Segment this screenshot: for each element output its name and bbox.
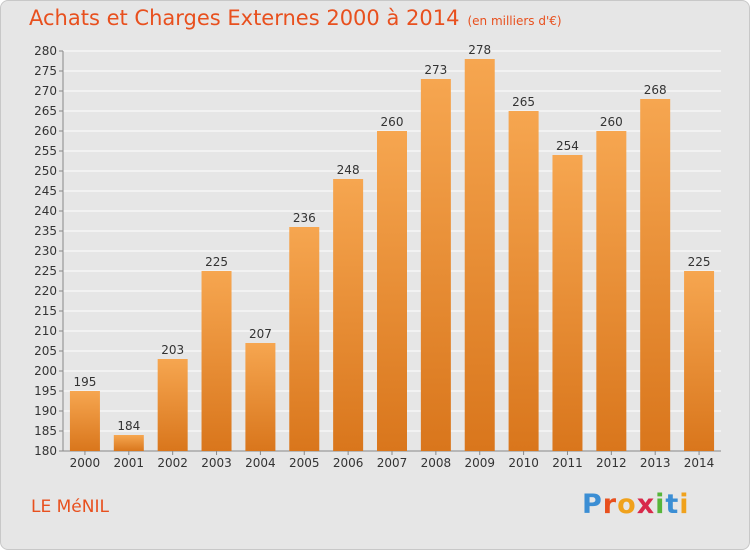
bar bbox=[289, 227, 320, 451]
title-text: Achats et Charges Externes 2000 à 2014 bbox=[29, 6, 460, 30]
location-label: LE MéNIL bbox=[31, 497, 109, 517]
bar bbox=[157, 359, 188, 451]
y-tick-label: 255 bbox=[34, 144, 57, 158]
bar bbox=[113, 435, 144, 451]
bar bbox=[69, 391, 100, 451]
bar bbox=[333, 179, 364, 451]
y-tick-label: 250 bbox=[34, 164, 57, 178]
y-tick-label: 185 bbox=[34, 424, 57, 438]
y-tick-label: 225 bbox=[34, 264, 57, 278]
logo-letter: x bbox=[636, 489, 656, 520]
bars bbox=[69, 59, 715, 451]
logo-letter: i bbox=[655, 489, 666, 520]
x-tick-label: 2013 bbox=[640, 456, 671, 470]
y-tick-label: 245 bbox=[34, 184, 57, 198]
y-tick-label: 215 bbox=[34, 304, 57, 318]
bar bbox=[201, 271, 232, 451]
x-tick-label: 2005 bbox=[289, 456, 320, 470]
bar-value-label: 265 bbox=[512, 95, 535, 109]
x-tick-label: 2008 bbox=[421, 456, 452, 470]
y-tick-label: 265 bbox=[34, 104, 57, 118]
y-tick-label: 200 bbox=[34, 364, 57, 378]
x-tick-label: 2009 bbox=[464, 456, 495, 470]
y-tick-label: 280 bbox=[34, 44, 57, 58]
bar bbox=[640, 99, 671, 451]
x-tick-label: 2004 bbox=[245, 456, 276, 470]
bar bbox=[552, 155, 583, 451]
bar bbox=[684, 271, 715, 451]
x-tick-label: 2010 bbox=[508, 456, 539, 470]
bar-value-label: 225 bbox=[205, 255, 228, 269]
x-tick-label: 2002 bbox=[157, 456, 188, 470]
bar-value-label: 254 bbox=[556, 139, 579, 153]
bar-value-label: 203 bbox=[161, 343, 184, 357]
x-tick-label: 2007 bbox=[377, 456, 408, 470]
bar bbox=[245, 343, 276, 451]
y-tick-label: 235 bbox=[34, 224, 57, 238]
bar-value-label: 260 bbox=[381, 115, 404, 129]
y-tick-label: 205 bbox=[34, 344, 57, 358]
chart-subtitle: (en milliers d'€) bbox=[467, 14, 562, 28]
y-tick-label: 240 bbox=[34, 204, 57, 218]
bar-value-label: 225 bbox=[688, 255, 711, 269]
chart-title: Achats et Charges Externes 2000 à 2014 (e… bbox=[29, 6, 562, 30]
bar bbox=[377, 131, 407, 451]
y-tick-label: 260 bbox=[34, 124, 57, 138]
bar-value-label: 273 bbox=[424, 63, 447, 77]
bar-value-label: 236 bbox=[293, 211, 316, 225]
x-tick-label: 2011 bbox=[552, 456, 583, 470]
x-tick-label: 2006 bbox=[333, 456, 364, 470]
bar bbox=[420, 79, 451, 451]
bar-value-label: 248 bbox=[337, 163, 360, 177]
x-tick-label: 2003 bbox=[201, 456, 232, 470]
bar bbox=[464, 59, 495, 451]
bar-value-label: 278 bbox=[468, 43, 491, 57]
y-tick-label: 230 bbox=[34, 244, 57, 258]
x-tick-label: 2001 bbox=[114, 456, 145, 470]
x-tick-label: 2000 bbox=[70, 456, 101, 470]
y-tick-label: 190 bbox=[34, 404, 57, 418]
logo-letter: i bbox=[679, 489, 690, 520]
x-tick-label: 2012 bbox=[596, 456, 627, 470]
bar-value-label: 260 bbox=[600, 115, 623, 129]
y-tick-label: 195 bbox=[34, 384, 57, 398]
bar bbox=[596, 131, 627, 451]
y-tick-label: 210 bbox=[34, 324, 57, 338]
bar bbox=[508, 111, 539, 451]
logo-letter: r bbox=[602, 489, 618, 520]
labels: 180 185 190 195 200 205 210 215 220 225 230 235 240 2… bbox=[34, 43, 714, 470]
x-tick-label: 2014 bbox=[684, 456, 715, 470]
logo-letter: o bbox=[617, 489, 637, 520]
bar-value-label: 195 bbox=[73, 375, 96, 389]
y-tick-label: 180 bbox=[34, 444, 57, 458]
logo-letter: t bbox=[665, 489, 680, 520]
y-tick-label: 220 bbox=[34, 284, 57, 298]
logo-letter: P bbox=[582, 489, 603, 520]
bar-value-label: 207 bbox=[249, 327, 272, 341]
proxiti-logo: Proxiti bbox=[582, 489, 690, 520]
bar-value-label: 268 bbox=[644, 83, 667, 97]
y-tick-label: 275 bbox=[34, 64, 57, 78]
y-tick-label: 270 bbox=[34, 84, 57, 98]
bar-value-label: 184 bbox=[117, 419, 140, 433]
